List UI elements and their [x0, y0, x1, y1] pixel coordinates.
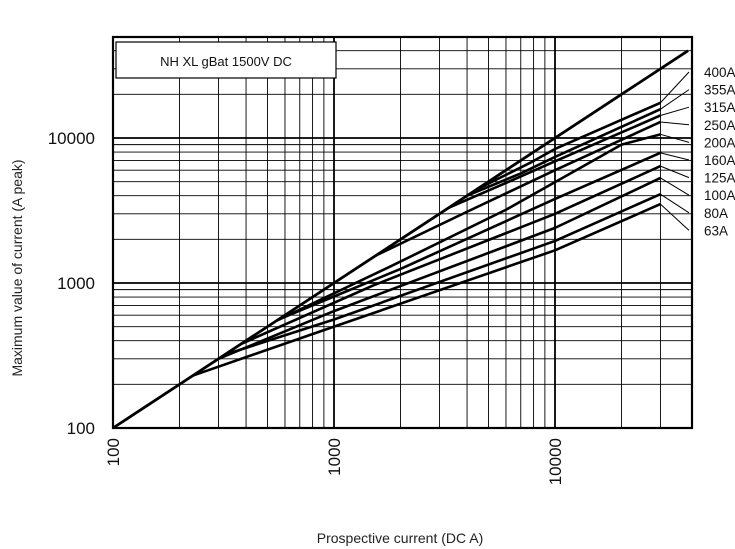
- leader-line-63A: [660, 203, 690, 231]
- series-label-160A: 160A: [704, 153, 735, 168]
- series-label-125A: 125A: [704, 171, 735, 186]
- reference-line-layer: [112, 49, 689, 430]
- y-tick-label: 100: [67, 419, 95, 438]
- series-label-63A: 63A: [704, 223, 728, 238]
- leader-line-315A: [660, 106, 690, 116]
- series-line-200A: [276, 133, 661, 322]
- x-tick-label: 10000: [546, 438, 565, 485]
- x-tick-label: 1000: [325, 438, 344, 476]
- series-line-160A: [277, 151, 661, 321]
- series-line-400A: [475, 101, 661, 191]
- leader-line-160A: [660, 152, 690, 161]
- leader-line-100A: [660, 177, 690, 196]
- leader-line-400A: [660, 71, 690, 104]
- leader-line-125A: [660, 165, 690, 179]
- series-label-400A: 400A: [704, 65, 735, 80]
- series-line-125A: [240, 164, 661, 346]
- series-line-80A: [224, 192, 661, 356]
- leader-line-200A: [660, 133, 690, 143]
- title-box: NH XL gBat 1500V DC: [115, 41, 337, 79]
- chart-title: NH XL gBat 1500V DC: [160, 54, 292, 69]
- y-axis-title: Maximum value of current (A peak): [9, 159, 25, 376]
- series-layer: [192, 101, 661, 377]
- series-line-355A: [466, 108, 661, 197]
- series-line-63A: [192, 202, 661, 377]
- series-label-80A: 80A: [704, 206, 728, 221]
- series-line-100A: [217, 176, 661, 361]
- leader-line-250A: [660, 121, 690, 126]
- y-tick-label: 1000: [57, 274, 95, 293]
- title-box-frame: [115, 41, 337, 79]
- leader-line-80A: [660, 193, 690, 214]
- series-label-315A: 315A: [704, 100, 735, 115]
- x-tick-label: 100: [104, 438, 123, 466]
- series-label-layer: 400A 355A 315A 250A 200A 160A 125A 100A 80A 63A: [660, 65, 735, 238]
- series-line-315A: [448, 114, 661, 210]
- tick-layer: 100 1000 10000 100 1000 10000: [48, 129, 565, 485]
- series-label-200A: 200A: [704, 135, 735, 150]
- leader-line-355A: [660, 89, 690, 110]
- x-axis-title: Prospective current (DC A): [317, 530, 484, 546]
- series-label-355A: 355A: [704, 83, 735, 98]
- y-tick-label: 10000: [48, 129, 95, 148]
- series-label-100A: 100A: [704, 188, 735, 203]
- series-line-250A: [375, 120, 661, 257]
- series-label-250A: 250A: [704, 118, 735, 133]
- reference-line: [112, 49, 689, 430]
